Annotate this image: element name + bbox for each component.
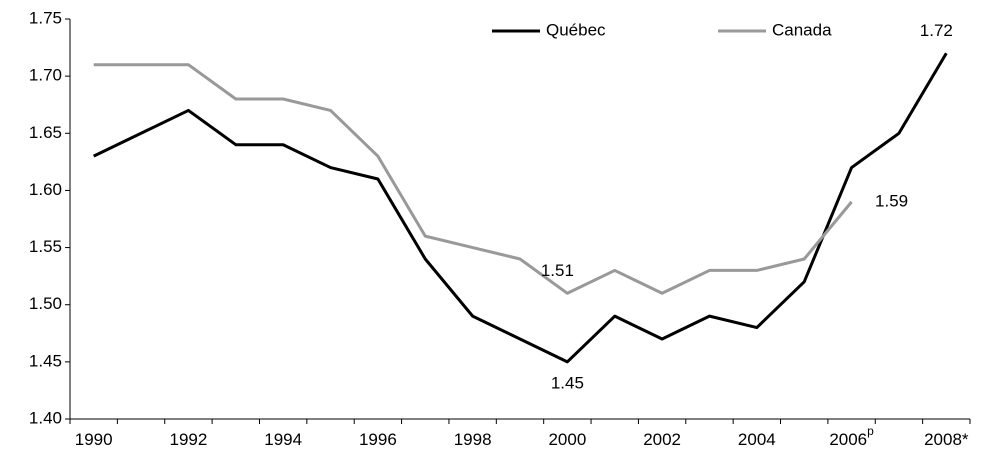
x-tick-text: 2004 — [738, 430, 776, 449]
x-tick-label: 1998 — [454, 430, 492, 449]
x-tick-label: 1994 — [264, 430, 302, 449]
x-tick-text: 2000 — [548, 430, 586, 449]
y-tick-label: 1.65 — [29, 123, 62, 142]
y-tick-label: 1.60 — [29, 180, 62, 199]
x-tick-label: 2006p — [829, 424, 874, 449]
data-label: 1.45 — [551, 373, 584, 392]
x-tick-label: 2004 — [738, 430, 776, 449]
x-tick-label: 1992 — [170, 430, 208, 449]
data-label: 1.72 — [920, 21, 953, 40]
x-tick-text: 1992 — [170, 430, 208, 449]
legend-label: Canada — [772, 20, 832, 39]
x-tick-label: 2002 — [643, 430, 681, 449]
x-tick-text: 1996 — [359, 430, 397, 449]
x-tick-text: 1998 — [454, 430, 492, 449]
y-tick-label: 1.70 — [29, 66, 62, 85]
x-tick-label: 2008* — [924, 430, 969, 449]
x-tick-text: 1994 — [264, 430, 302, 449]
data-label: 1.59 — [875, 191, 908, 210]
x-tick-text: 2008* — [924, 430, 969, 449]
series-line — [93, 52, 948, 364]
x-tick-label: 1996 — [359, 430, 397, 449]
y-tick-label: 1.40 — [29, 408, 62, 427]
x-tick-text: 2006 — [829, 430, 867, 449]
y-tick-label: 1.50 — [29, 294, 62, 313]
x-tick-label: 1990 — [75, 430, 113, 449]
y-tick-label: 1.45 — [29, 351, 62, 370]
data-label: 1.51 — [541, 261, 574, 280]
y-tick-label: 1.75 — [29, 8, 62, 27]
x-tick-text: 2002 — [643, 430, 681, 449]
x-tick-label: 2000 — [548, 430, 586, 449]
series-line — [93, 63, 853, 295]
x-tick-superscript: p — [867, 424, 874, 438]
x-tick-text: 1990 — [75, 430, 113, 449]
y-tick-label: 1.55 — [29, 237, 62, 256]
legend-label: Québec — [546, 20, 606, 39]
